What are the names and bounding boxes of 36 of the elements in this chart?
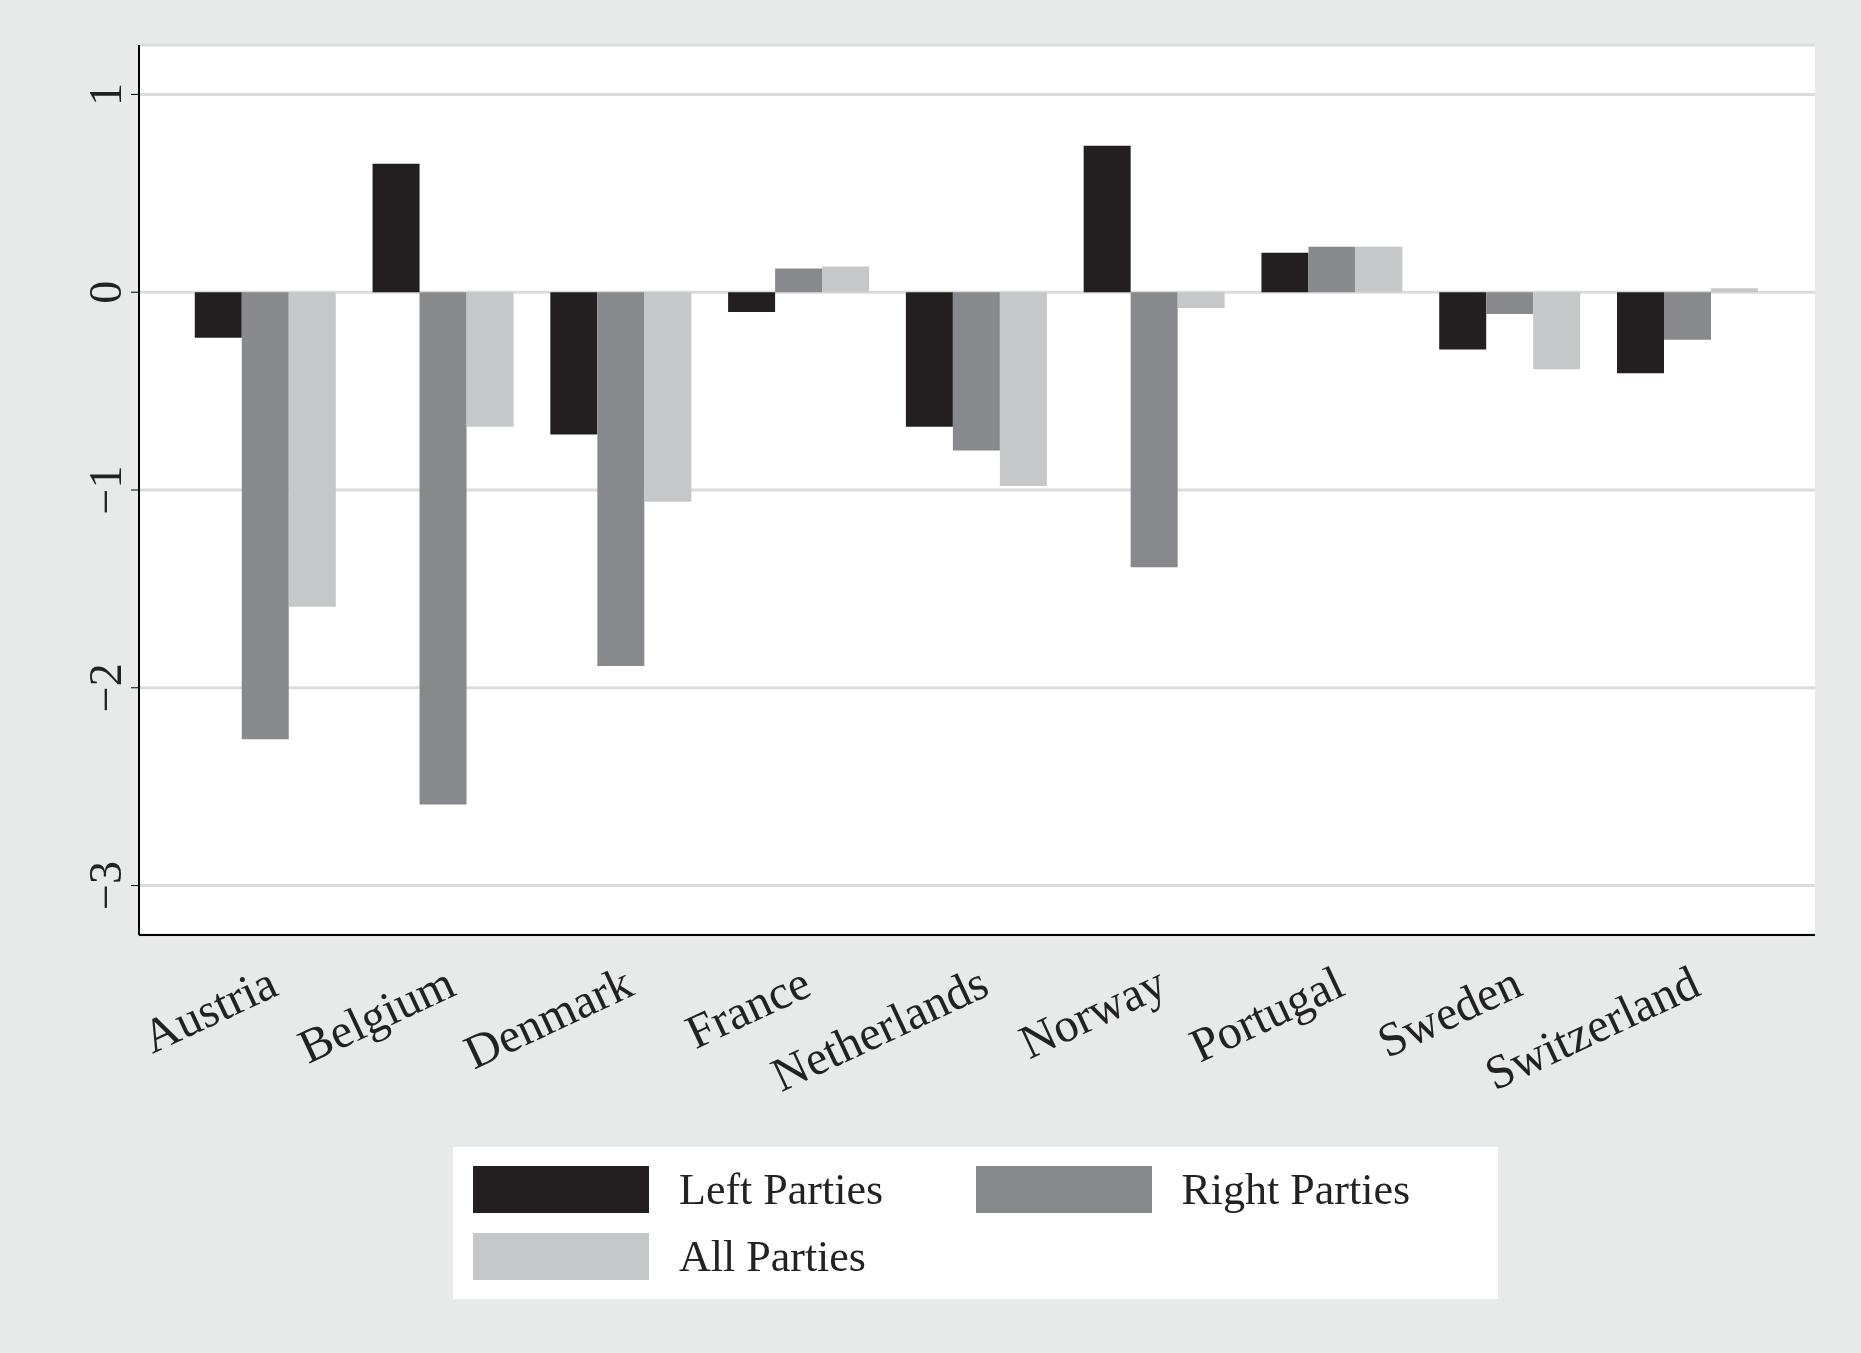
bar bbox=[1130, 292, 1178, 568]
bar bbox=[822, 266, 870, 293]
bar bbox=[1664, 292, 1711, 340]
bar bbox=[1533, 292, 1581, 370]
bar bbox=[1083, 145, 1131, 293]
bar bbox=[597, 292, 645, 667]
bar bbox=[905, 292, 953, 427]
bar bbox=[1439, 292, 1487, 350]
bar bbox=[372, 163, 420, 293]
y-tick-label: 0 bbox=[80, 280, 131, 304]
y-tick-label: −2 bbox=[80, 663, 131, 713]
legend-label: Right Parties bbox=[1181, 1164, 1411, 1215]
bar bbox=[466, 292, 514, 427]
y-tick-label: −1 bbox=[80, 465, 131, 515]
bar bbox=[644, 292, 692, 502]
legend-label: All Parties bbox=[679, 1231, 866, 1282]
bar bbox=[1617, 292, 1664, 374]
bar bbox=[1711, 288, 1758, 293]
bar bbox=[1308, 246, 1356, 293]
y-tick-label: 1 bbox=[80, 82, 131, 106]
bar bbox=[288, 292, 336, 607]
bar bbox=[1177, 292, 1225, 309]
y-tick-label: −3 bbox=[80, 861, 131, 911]
bar bbox=[419, 292, 467, 805]
bar bbox=[1261, 252, 1309, 293]
bar bbox=[775, 268, 823, 293]
bar bbox=[952, 292, 1000, 451]
bar bbox=[194, 292, 242, 338]
bar bbox=[1355, 246, 1403, 293]
bar bbox=[550, 292, 598, 435]
bar bbox=[1486, 292, 1534, 314]
bar bbox=[241, 292, 289, 740]
bar bbox=[999, 292, 1047, 487]
bar bbox=[728, 292, 776, 312]
x-tick-label: Austria bbox=[134, 955, 285, 1063]
legend-label: Left Parties bbox=[679, 1164, 884, 1215]
